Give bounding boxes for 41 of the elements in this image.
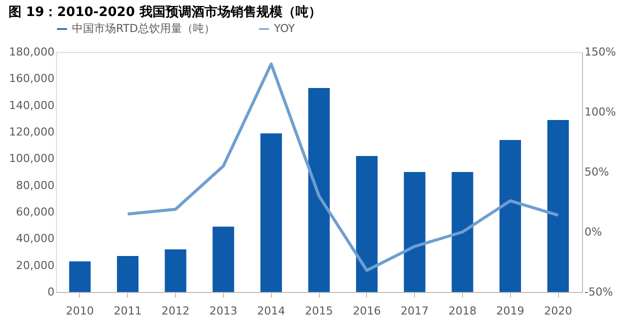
bar [452,172,474,292]
bar [404,172,426,292]
x-tick-label: 2012 [162,304,190,318]
y-tick-label: 0 [48,286,54,298]
y-tick-label: 160,000 [9,72,54,86]
y-tick-label: 120,000 [9,126,54,138]
bar [212,226,234,292]
x-tick-label: 2020 [544,304,572,318]
y-tick-label: 60,000 [16,206,54,218]
bar [356,156,378,292]
line-series [126,62,560,272]
x-tick-label: 2016 [352,304,381,318]
bar [260,133,282,292]
x-tick-label: 2019 [496,304,524,318]
bar [547,120,569,292]
y-tick-label: 20,000 [16,258,54,272]
y-tick-label: 140,000 [9,98,54,112]
x-tick-label: 2015 [305,304,333,318]
y-tick-label: 40,000 [16,232,54,246]
y2-tick-label: -50% [584,286,613,298]
y-tick-label: 80,000 [16,178,54,192]
bar [308,88,330,292]
legend-label: YOY [273,22,296,35]
x-tick-label: 2018 [448,304,476,318]
bar [164,249,186,292]
x-tick-label: 2014 [257,304,286,318]
y-tick-label: 180,000 [9,46,54,58]
y2-tick-label: 150% [584,46,616,58]
bar [69,261,91,292]
bar [500,140,522,292]
y2-tick-label: 100% [584,106,616,118]
y-tick-label: 100,000 [9,152,54,166]
x-tick-label: 2010 [66,304,94,318]
bar [116,256,138,292]
y2-tick-label: 50% [584,166,609,178]
y2-tick-label: 0% [584,226,602,238]
x-tick-label: 2017 [400,304,429,318]
x-tick-label: 2013 [209,304,238,318]
x-tick-label: 2011 [114,304,142,318]
chart-title: 图 19：2010-2020 我国预调酒市场销售规模（吨） [8,4,322,20]
legend-label: 中国市场RTD总饮用量（吨） [72,22,216,35]
